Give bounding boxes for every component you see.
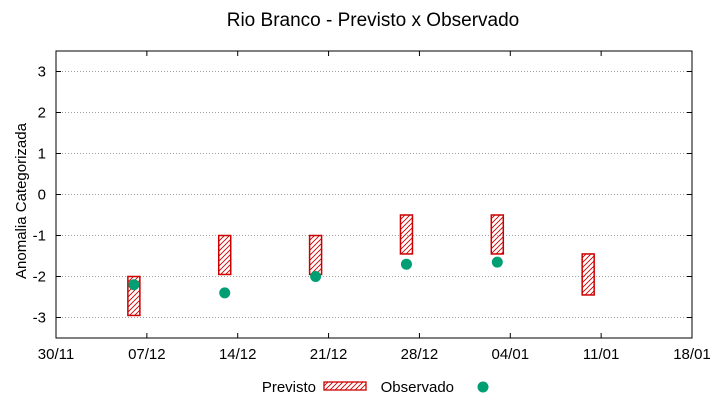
plot-frame <box>55 50 693 339</box>
chart-title: Rio Branco - Previsto x Observado <box>227 10 520 31</box>
x-tick-label: 04/01 <box>492 346 530 363</box>
x-tick-label: 07/12 <box>128 346 166 363</box>
observado-point <box>491 256 503 268</box>
y-tick-label: 2 <box>38 105 46 122</box>
legend: Previsto Observado <box>262 379 489 396</box>
x-tick-label: 21/12 <box>310 346 348 363</box>
y-tick-label: -2 <box>33 269 46 286</box>
x-tick-label: 11/01 <box>583 346 619 363</box>
previsto-box <box>399 214 414 255</box>
x-tick-label: 28/12 <box>401 346 439 363</box>
grid <box>56 71 692 318</box>
legend-label-observado: Observado <box>381 379 454 396</box>
observado-point <box>310 271 322 282</box>
y-tick-label: 0 <box>38 187 46 204</box>
previsto-box <box>490 214 505 255</box>
axes: -3 -2 -1 0 1 2 3 30/11 07/12 14/12 21/12 28/12 04/01… <box>33 50 711 363</box>
observado-point <box>128 279 140 291</box>
y-axis-label: Anomalia Categorizada <box>13 122 30 279</box>
y-tick-label: 3 <box>38 64 46 81</box>
previsto-box <box>217 234 232 276</box>
y-tick-label: 1 <box>38 146 46 163</box>
x-tick-label: 18/01 <box>673 346 711 363</box>
observado-series <box>128 256 503 299</box>
y-tick-label: -1 <box>33 228 46 245</box>
legend-swatch-observado <box>477 381 489 393</box>
previsto-series <box>127 214 595 317</box>
x-tick-label: 14/12 <box>219 346 257 363</box>
legend-swatch-previsto <box>323 381 367 391</box>
y-tick-label: -3 <box>33 310 46 327</box>
legend-label-previsto: Previsto <box>262 379 316 396</box>
observado-point <box>219 287 231 299</box>
observado-point <box>400 258 412 270</box>
previsto-box <box>581 253 595 296</box>
x-tick-label: 30/11 <box>38 346 74 363</box>
previsto-box <box>308 234 323 276</box>
